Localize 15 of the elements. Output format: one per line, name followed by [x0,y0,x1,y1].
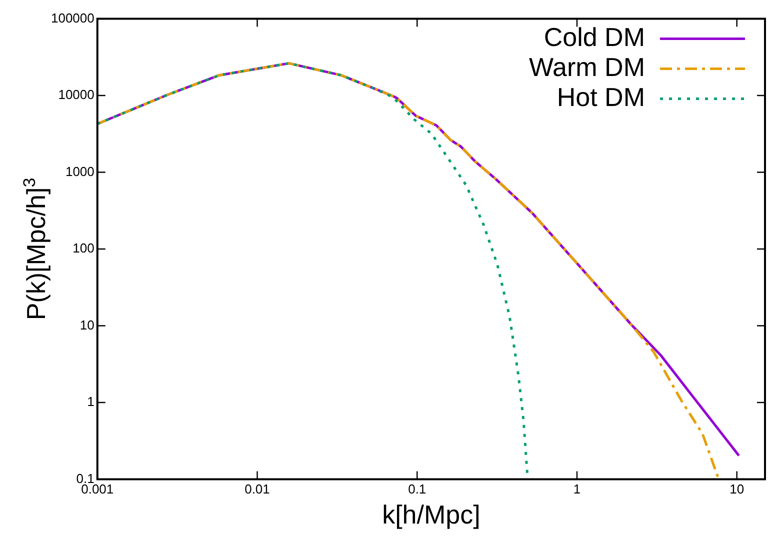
y-tick-label: 10000 [58,87,94,102]
x-tick-label: 0.01 [244,482,270,497]
legend-label: Hot DM [556,82,645,112]
legend-label: Cold DM [544,22,645,52]
y-tick-label: 100 [72,240,94,256]
x-axis-title: k[h/Mpc] [382,500,480,530]
x-tick-label: 1 [573,482,581,497]
legend-label: Warm DM [528,52,645,82]
y-tick-label: 1000 [65,164,94,179]
x-tick-label: 10 [730,482,744,497]
x-tick-label: 0.1 [408,482,426,497]
y-tick-label: 10 [80,317,94,332]
y-axis-title: P(k)[Mpc/h]3 [20,178,51,320]
y-tick-label: 1 [87,394,94,410]
y-tick-label: 100000 [50,10,94,26]
